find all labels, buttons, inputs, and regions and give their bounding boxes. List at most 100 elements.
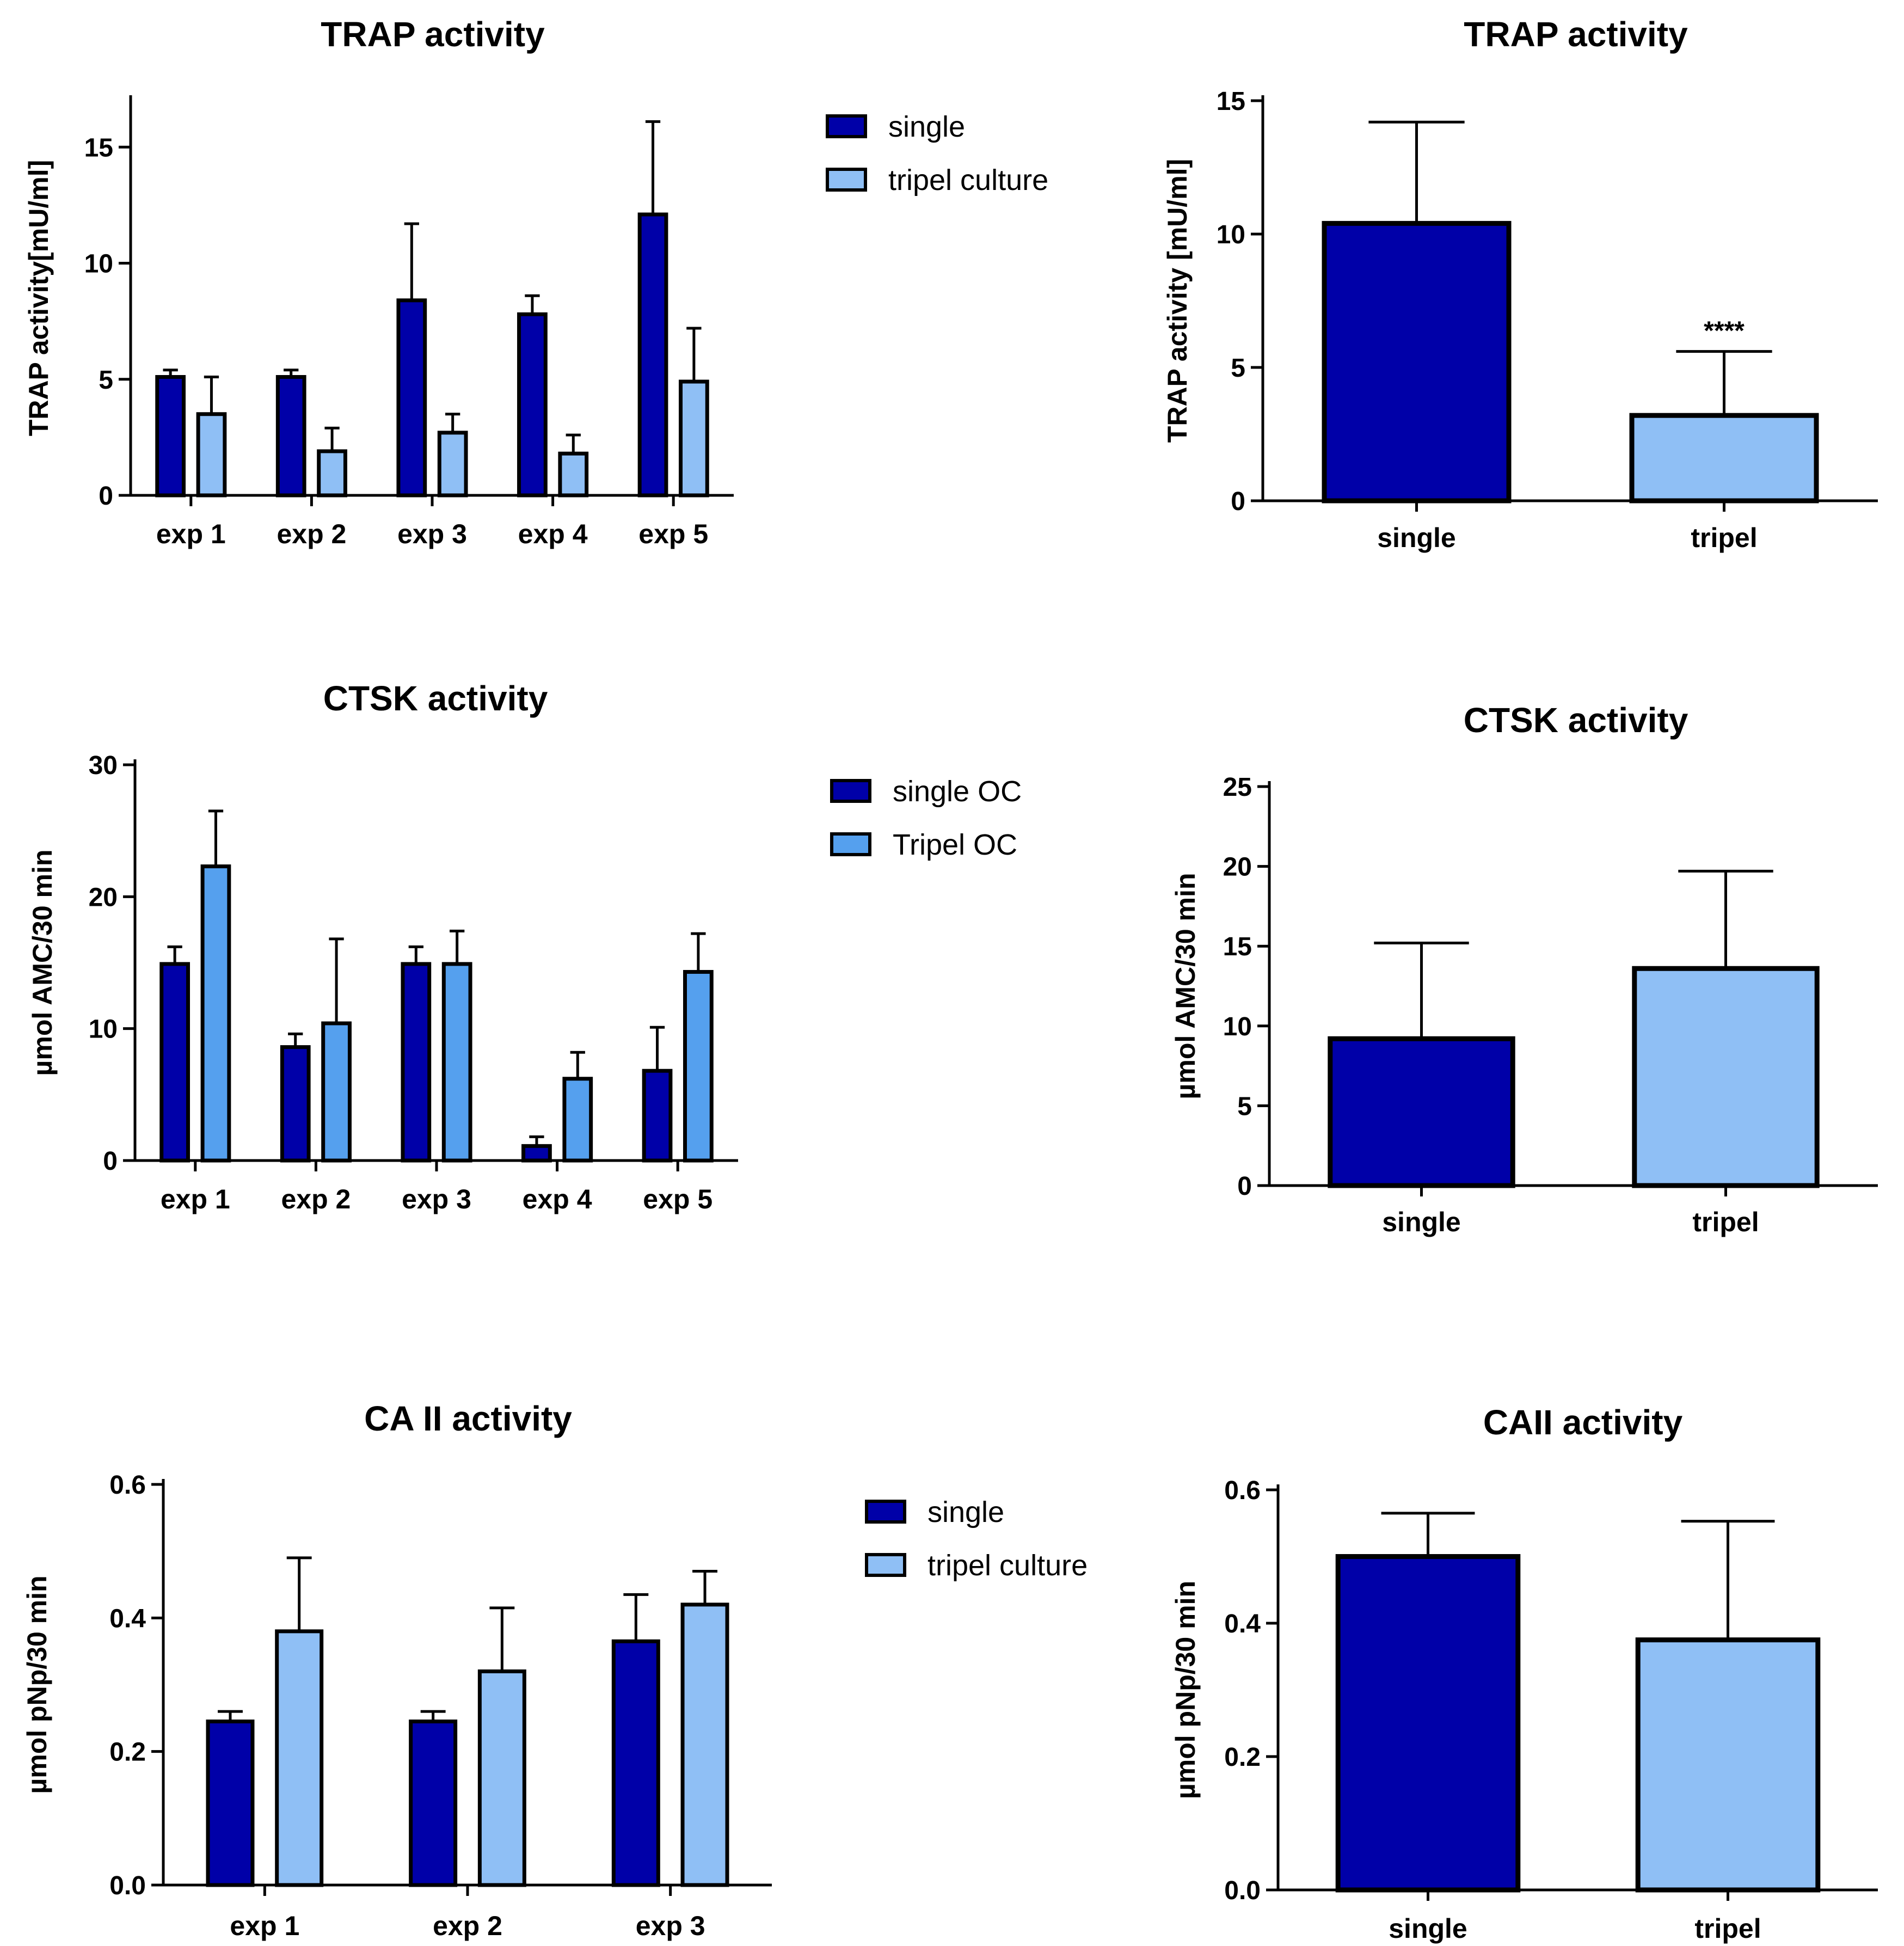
legend-label: Tripel OC [893,828,1017,861]
y-tick-label: 5 [1231,354,1245,383]
chart-ctsk-exp: CTSK activity µmol AMC/30 min 0 10 20 30 exp 1… [27,679,1022,1214]
bar-single [275,375,306,498]
chart-title: TRAP activity [321,15,545,54]
bar-tripel-culture [678,379,709,498]
x-tick-label: single [1377,523,1455,553]
bar-single-oc [642,1069,673,1163]
legend-label: single [928,1496,1004,1528]
y-tick-label: 0 [1237,1172,1252,1201]
y-tick-label: 15 [84,133,113,162]
x-tick-label: exp 1 [230,1911,299,1941]
bar-tripel [1629,413,1819,504]
bar-tripel-culture [275,1629,324,1887]
y-tick-label: 10 [1217,220,1245,249]
legend-swatch [865,1553,906,1577]
legend: single tripel culture [826,111,1048,197]
chart-trap-exp: TRAP activity TRAP activity[mU/ml] 0 5 10 15 e… [23,15,1048,549]
bar-tripel [1635,1637,1821,1893]
x-tick-label: tripel [1692,1207,1759,1237]
x-tick-label: single [1389,1913,1467,1944]
x-tick-label: tripel [1694,1913,1761,1944]
bar-tripel-oc [562,1077,593,1163]
legend: single tripel culture [865,1496,1088,1582]
bar-tripel-oc [200,864,231,1163]
x-tick-label: exp 5 [643,1184,713,1214]
bar-single-oc [401,962,432,1163]
legend: single OC Tripel OC [830,775,1022,861]
chart-ca2-sum: CAII activity µmol pNp/30 min 0.0 0.2 0.4 0.6… [1170,1403,1878,1944]
y-tick-label: 10 [84,250,113,279]
bar-tripel-culture [196,412,227,498]
chart-title: CTSK activity [323,679,548,718]
x-tick-label: exp 5 [638,519,708,549]
y-tick-label: 0 [103,1147,118,1176]
x-tick-label: exp 4 [523,1184,592,1214]
legend-label: single OC [893,775,1022,808]
significance-marker: **** [1704,317,1745,346]
y-axis-label: µmol AMC/30 min [27,850,58,1076]
bar-single [155,375,186,498]
bar-single-oc [521,1144,552,1163]
x-tick-label: tripel [1691,523,1757,553]
y-tick-label: 0.0 [1224,1876,1261,1905]
y-tick-label: 0.2 [109,1738,146,1767]
y-tick-label: 0 [1231,487,1245,516]
x-tick-label: exp 4 [518,519,588,549]
bar-single [206,1719,255,1887]
y-tick-label: 5 [99,366,113,395]
y-tick-label: 15 [1217,87,1245,116]
bar-tripel [1632,966,1820,1188]
chart-title: TRAP activity [1464,15,1688,54]
x-tick-label: exp 3 [402,1184,471,1214]
bar-single [637,212,668,498]
y-tick-label: 20 [89,883,118,912]
chart-title: CA II activity [364,1399,572,1438]
chart-ctsk-sum: CTSK activity µmol AMC/30 min 0 5 10 15 20 25 si… [1170,701,1878,1237]
x-tick-label: exp 1 [156,519,226,549]
y-tick-label: 15 [1223,932,1252,961]
x-tick-label: single [1382,1207,1460,1237]
legend-label: tripel culture [888,164,1048,197]
bar-tripel-culture [477,1669,526,1887]
chart-trap-sum: TRAP activity TRAP activity [mU/ml] 0 5 10 15… [1162,15,1878,553]
y-tick-label: 30 [89,751,118,780]
y-axis-label: µmol pNp/30 min [1170,1581,1201,1799]
bar-single [396,298,427,498]
y-tick-label: 0.6 [109,1471,146,1500]
y-axis-label: TRAP activity[mU/ml] [23,160,54,437]
x-tick-label: exp 2 [277,519,346,549]
y-tick-label: 0 [99,482,113,511]
bar-tripel-oc [683,969,714,1163]
y-tick-label: 0.2 [1224,1743,1261,1772]
chart-ca2-exp: CA II activity µmol pNp/30 min 0.0 0.2 0.4 0.… [22,1399,1088,1941]
chart-title: CTSK activity [1464,701,1688,740]
y-axis-label: µmol AMC/30 min [1170,873,1201,1100]
bar-single [611,1639,660,1887]
y-tick-label: 0.4 [109,1604,146,1633]
chart-title: CAII activity [1483,1403,1683,1442]
bar-single [517,312,548,498]
x-tick-label: exp 2 [281,1184,351,1214]
bar-tripel-oc [321,1021,352,1163]
y-tick-label: 0.0 [109,1871,146,1900]
legend-swatch [830,779,871,803]
bar-single [409,1719,458,1887]
bar-single [1335,1554,1521,1893]
bar-tripel-culture [317,449,347,498]
legend-swatch [826,114,867,138]
y-tick-label: 10 [89,1015,118,1044]
y-tick-label: 5 [1237,1092,1252,1121]
bar-tripel-culture [680,1603,729,1887]
y-axis-label: µmol pNp/30 min [22,1575,52,1794]
bar-tripel-oc [441,962,472,1163]
x-tick-label: exp 3 [397,519,467,549]
x-tick-label: exp 3 [636,1911,705,1941]
bar-single [1322,220,1512,504]
y-tick-label: 10 [1223,1012,1252,1041]
x-tick-label: exp 2 [433,1911,502,1941]
bar-single-oc [159,962,191,1163]
bar-single [1328,1036,1515,1188]
legend-swatch [865,1500,906,1524]
legend-swatch [826,168,867,192]
